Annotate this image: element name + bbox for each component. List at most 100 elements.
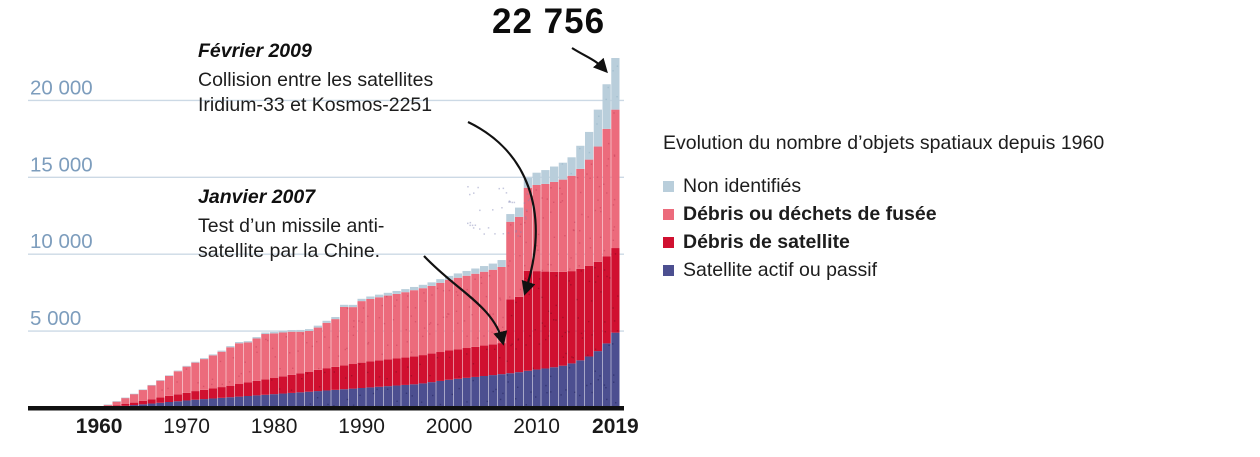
texture-dot [274, 356, 276, 358]
texture-dot [520, 223, 522, 225]
bar-segment [243, 341, 252, 343]
texture-dot [596, 123, 598, 125]
texture-dot [499, 357, 501, 359]
texture-dot [555, 319, 557, 321]
bar-segment [147, 385, 156, 400]
bar-segment [567, 363, 576, 408]
texture-dot [506, 374, 508, 376]
bar-segment [305, 330, 314, 372]
texture-dot [588, 280, 591, 283]
legend-swatch-satellite-actif [663, 265, 674, 276]
bar-segment [270, 378, 279, 395]
texture-dot [328, 346, 330, 349]
texture-dot [492, 313, 494, 315]
texture-dot [507, 381, 509, 383]
bar-segment [200, 358, 209, 360]
texture-dot [290, 389, 293, 391]
x-tick-label: 2000 [426, 415, 473, 438]
texture-dot [499, 299, 502, 301]
texture-dot [386, 388, 389, 390]
dust-dot [526, 193, 529, 195]
bar-segment [611, 109, 620, 249]
texture-dot [594, 267, 596, 269]
texture-dot [580, 191, 582, 194]
texture-dot [316, 341, 318, 343]
texture-dot [367, 315, 369, 317]
texture-dot [594, 370, 596, 372]
texture-dot [603, 269, 606, 271]
texture-dot [560, 394, 562, 396]
texture-dot [337, 355, 340, 357]
texture-dot [591, 391, 593, 394]
texture-dot [555, 275, 557, 277]
texture-dot [407, 295, 409, 297]
bar-segment [165, 375, 174, 376]
texture-dot [376, 388, 378, 391]
texture-dot [565, 352, 567, 355]
texture-dot [437, 323, 439, 326]
bar-segment [278, 376, 287, 394]
bar-segment [532, 271, 541, 370]
legend-item-satellite-actif: Satellite actif ou passif [663, 259, 1253, 282]
texture-dot [545, 338, 547, 341]
texture-dot [536, 245, 538, 247]
bar-segment [401, 292, 410, 358]
bar-segment [130, 394, 139, 403]
texture-dot [550, 375, 552, 378]
texture-dot [604, 321, 606, 323]
bar-segment [130, 393, 139, 395]
texture-dot [537, 233, 540, 236]
x-tick-label: 1980 [251, 415, 298, 438]
bar-segment [173, 394, 182, 402]
texture-dot [608, 142, 610, 145]
dust-dot [525, 218, 527, 220]
bar-segment [445, 275, 454, 280]
texture-dot [525, 344, 527, 346]
bar-segment [558, 179, 567, 272]
bar-segment [558, 365, 567, 408]
texture-dot [587, 354, 589, 356]
bar-segment [453, 378, 462, 408]
bar-segment [340, 365, 349, 390]
bar-segment [130, 402, 139, 406]
texture-dot [577, 317, 579, 319]
texture-dot [240, 372, 242, 375]
bar-segment [480, 266, 489, 272]
bar-segment [550, 367, 559, 408]
bar-segment [138, 389, 147, 391]
bar-segment [340, 306, 349, 366]
texture-dot [603, 183, 605, 185]
texture-dot [424, 300, 426, 302]
bar-segment [208, 355, 217, 389]
bar-segment [147, 384, 156, 386]
texture-dot [560, 201, 562, 203]
texture-dot [510, 344, 512, 347]
texture-dot [535, 189, 537, 191]
texture-dot [603, 249, 606, 252]
bar-segment [270, 333, 279, 379]
bar-segment [585, 131, 594, 160]
texture-dot [407, 306, 409, 308]
bar-segment [261, 379, 270, 395]
x-axis-line [28, 406, 624, 411]
texture-dot [577, 177, 579, 179]
bar-segment [165, 375, 174, 396]
texture-dot [420, 401, 423, 403]
legend: Non identifiés Débris ou déchets de fusé… [663, 175, 1253, 282]
texture-dot [406, 341, 408, 343]
bar-segment [182, 400, 191, 408]
bar-segment [462, 348, 471, 378]
texture-dot [457, 322, 459, 324]
texture-dot [519, 235, 521, 238]
texture-dot [526, 279, 529, 281]
texture-dot [411, 395, 413, 397]
texture-dot [561, 193, 563, 195]
bar-segment [235, 384, 244, 397]
texture-dot [352, 334, 355, 336]
bar-segment [331, 319, 340, 367]
chart-title: Evolution du nombre d’objets spatiaux de… [663, 132, 1105, 154]
bar-segment [445, 379, 454, 408]
texture-dot [351, 375, 353, 377]
texture-dot [613, 320, 616, 322]
bar-segment [165, 402, 174, 408]
